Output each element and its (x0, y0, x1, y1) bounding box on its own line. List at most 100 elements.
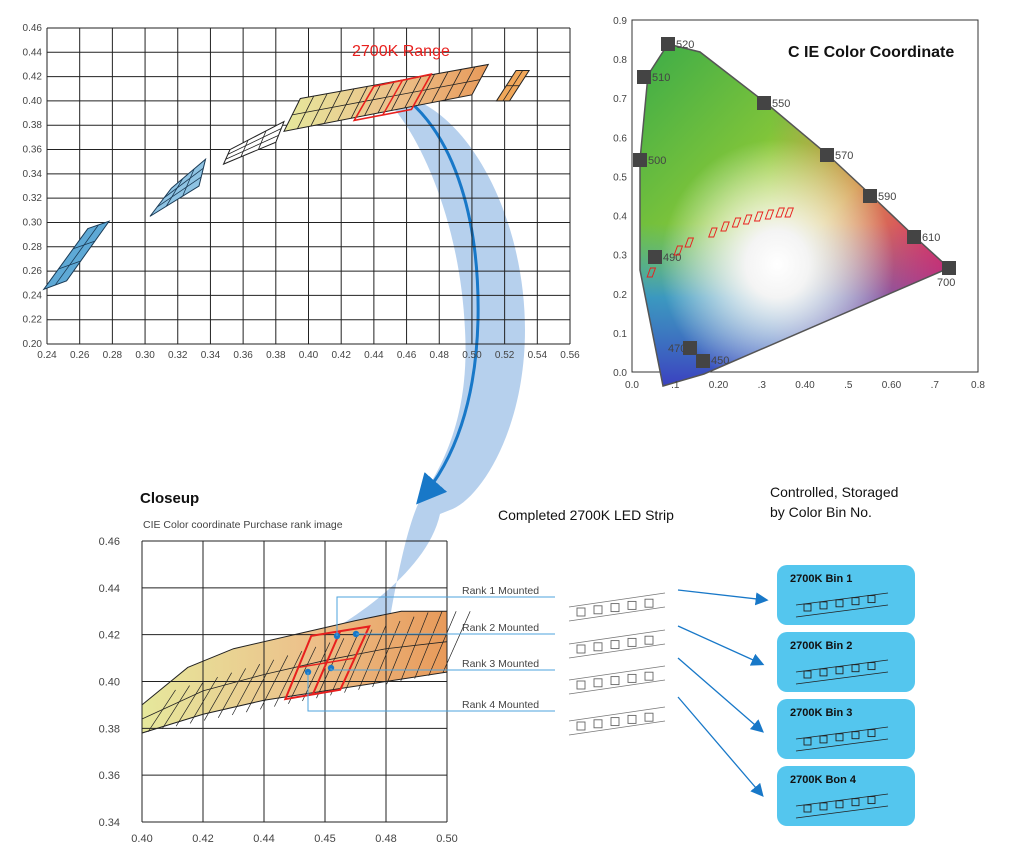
bin-region-white-divider (240, 140, 249, 157)
closeup-band-divider (231, 663, 261, 716)
bin-rect-marker (673, 245, 684, 256)
led-chip (576, 644, 586, 654)
closeup-band-divider (330, 633, 359, 696)
closeup-band-divider (189, 676, 218, 724)
x-tick-label: 0.50 (462, 350, 482, 361)
bin-led-chip (835, 800, 844, 809)
cie-y-tick: 0.5 (613, 172, 627, 183)
strip-edge (568, 592, 666, 608)
y-tick-label: 0.40 (23, 96, 43, 107)
x-tick-label: 0.42 (331, 350, 351, 361)
cie-x-tick: .3 (758, 380, 767, 391)
x-tick-label: 0.24 (37, 350, 57, 361)
bin-strip-edge (795, 659, 889, 673)
bin-led-chip (867, 729, 876, 738)
rank-label: Rank 2 Mounted (462, 622, 539, 634)
bin-led-chip (803, 737, 812, 746)
led-chip (627, 673, 637, 683)
x-tick-label: 0.30 (135, 350, 155, 361)
bin-label: 2700K Bon 4 (790, 774, 857, 786)
cie-y-tick: 0.7 (613, 94, 627, 105)
bins-title-line2: by Color Bin No. (770, 504, 872, 520)
bin-strip-edge (795, 592, 889, 606)
bin-rect-marker (708, 227, 718, 238)
bin-region-warm-2700k-divider (292, 79, 481, 116)
closeup-band-divider (344, 629, 373, 693)
bin-arrow (677, 696, 764, 797)
bin-led-chip (819, 601, 828, 610)
x-tick-label: 0.28 (103, 350, 123, 361)
bin-led-chip (867, 796, 876, 805)
closeup-band-divider (175, 681, 204, 727)
y-tick-label: 0.32 (23, 193, 43, 204)
closeup-rank-divider (298, 657, 355, 669)
bin-led-chip (835, 599, 844, 608)
strip-title: Completed 2700K LED Strip (498, 507, 674, 523)
y-tick-label: 0.28 (23, 242, 43, 253)
bin-led-chip (835, 733, 844, 742)
cie-y-tick: 0.2 (613, 290, 627, 301)
bin-rect-marker (731, 217, 742, 228)
bin-arrow (677, 625, 765, 666)
bin-box (777, 699, 915, 759)
cie-x-tick: 0.8 (971, 380, 985, 391)
cie-y-tick: 0.3 (613, 251, 627, 262)
bin-region-white-divider (225, 134, 279, 160)
closeup-band-divider (414, 611, 443, 679)
bin-led-chip (851, 731, 860, 740)
wavelength-marker (683, 341, 697, 355)
wavelength-marker (863, 189, 877, 203)
bin-led-chip (867, 662, 876, 671)
x-tick-label: 0.44 (364, 350, 384, 361)
led-chip (576, 607, 586, 617)
bin-led-chip (819, 735, 828, 744)
bin-strip-edge (795, 671, 889, 685)
wavelength-marker (757, 96, 771, 110)
wavelength-label: 470 (668, 343, 686, 355)
x-tick-label: 0.32 (168, 350, 188, 361)
bin-strip-edge (795, 604, 889, 618)
rank-leader-line (307, 672, 555, 712)
cie-x-tick: .1 (671, 380, 680, 391)
bin-label: 2700K Bin 2 (790, 640, 852, 652)
cie-y-tick: 0.4 (613, 212, 627, 223)
wavelength-marker (907, 230, 921, 244)
bin-box (777, 632, 915, 692)
range-2700k-divider (382, 79, 404, 116)
bin-region-blue-mid-divider (182, 168, 195, 197)
top-chart: 0.24 0.26 0.28 0.30 0.32 0.34 0.36 0.38 0.40 0.42… (23, 23, 581, 361)
bin-led-chip (803, 670, 812, 679)
closeup-x-tick: 0.45 (314, 833, 335, 845)
cie-x-tick: 0.60 (882, 380, 902, 391)
bins-title-line1: Controlled, Storaged (770, 484, 898, 500)
cie-y-tick: 0.1 (613, 329, 627, 340)
wavelength-label: 700 (937, 277, 955, 289)
closeup-band (141, 610, 448, 734)
x-tick-label: 0.52 (495, 350, 515, 361)
bin-strip-edge (795, 805, 889, 819)
rank-label: Rank 3 Mounted (462, 658, 539, 670)
led-chip (644, 598, 654, 608)
cie-y-tick: 0.8 (613, 55, 627, 66)
y-tick-label: 0.24 (23, 290, 43, 301)
bin-rect-marker (646, 267, 657, 278)
cie-x-tick: .5 (844, 380, 853, 391)
bin-region-blue-mid-divider (156, 176, 202, 208)
led-chip (593, 719, 603, 729)
bin-rect-marker (684, 237, 695, 248)
led-chip (627, 637, 637, 647)
wavelength-label: 590 (878, 191, 896, 203)
bin-box (777, 565, 915, 625)
closeup-x-tick: 0.48 (375, 833, 396, 845)
y-tick-label: 0.44 (23, 47, 43, 58)
led-chip (576, 680, 586, 690)
closeup-x-tick: 0.50 (436, 833, 457, 845)
closeup-band-divider (386, 616, 415, 685)
closeup-x-tick: 0.44 (253, 833, 274, 845)
closeup-band-divider (147, 689, 176, 732)
closeup-y-tick: 0.46 (99, 536, 120, 548)
closeup-band-divider (358, 625, 387, 690)
bin-label: 2700K Bin 1 (790, 573, 852, 585)
rank-label: Rank 4 Mounted (462, 699, 539, 711)
